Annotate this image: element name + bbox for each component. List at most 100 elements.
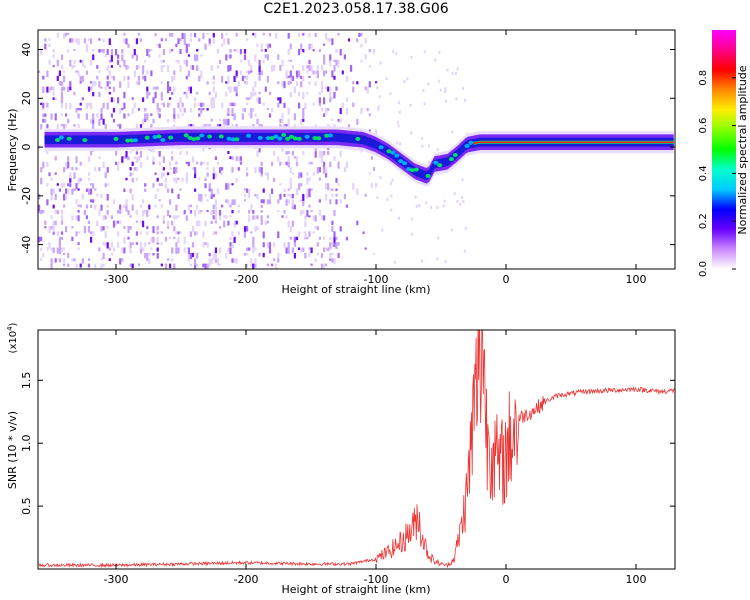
spectrogram-cell xyxy=(323,54,326,61)
spectrogram-cell xyxy=(169,263,172,269)
spectrogram-cell xyxy=(208,258,211,264)
spectrogram-cell xyxy=(119,210,122,214)
spectrogram-cell xyxy=(160,183,163,186)
spectrogram-cell xyxy=(214,247,217,254)
spectrogram-cell xyxy=(229,49,232,53)
spectrogram-cell xyxy=(308,215,311,218)
spectrogram-cell xyxy=(314,215,317,222)
spectrogram-cell xyxy=(142,247,145,252)
spectrogram-cell xyxy=(229,236,232,241)
spectrogram-cell xyxy=(310,43,313,49)
spectrogram-cell xyxy=(202,145,205,152)
spectrogram-cell xyxy=(389,182,392,186)
spectrogram-cell xyxy=(71,38,74,43)
spectrogram-cell xyxy=(287,118,290,126)
spectrogram-peak xyxy=(133,138,138,143)
spectrogram-cell xyxy=(183,91,186,95)
spectrogram-cell xyxy=(117,210,120,214)
spectrogram-cell xyxy=(58,81,61,86)
spectrogram-cell xyxy=(92,81,95,87)
spectrogram-cell xyxy=(40,167,43,173)
spectrogram-cell xyxy=(158,161,161,166)
spectrogram-cell xyxy=(316,226,319,231)
spectrogram-cell xyxy=(185,151,188,155)
spectrogram-cell xyxy=(196,91,199,95)
spectrogram-cell xyxy=(428,160,431,164)
spectrogram-cell xyxy=(129,226,132,230)
snr-frame xyxy=(37,329,676,570)
spectrogram-cell xyxy=(137,108,140,111)
spectrogram-cell xyxy=(239,59,242,63)
spectrogram-cell xyxy=(87,258,91,261)
spectrogram-cell xyxy=(94,204,97,210)
spectrogram-cell xyxy=(352,86,355,93)
spectrogram-cell xyxy=(231,258,234,263)
spectrogram-cell xyxy=(183,210,186,215)
spectrogram-cell xyxy=(160,91,163,98)
spectrogram-cell xyxy=(204,193,207,197)
spectrogram-cell xyxy=(144,252,147,259)
spectrogram-cell xyxy=(239,156,242,161)
spectrogram-cell xyxy=(320,65,324,71)
spectrogram-cell xyxy=(268,242,272,248)
spectrogram-cell xyxy=(200,210,203,213)
spectrogram-cell xyxy=(287,220,290,228)
spectrogram-cell xyxy=(212,97,215,104)
spectrogram-cell xyxy=(160,172,163,179)
spectrogram-cell xyxy=(318,210,321,216)
spectrogram-cell xyxy=(364,54,367,60)
spectrogram-cell xyxy=(214,215,217,221)
colorbar-gradient xyxy=(712,30,736,269)
spectrogram-cell xyxy=(167,81,170,88)
spectrogram-cell xyxy=(289,177,292,185)
spectrogram-cell xyxy=(254,258,257,264)
spectrogram-cell xyxy=(79,102,82,106)
spectrogram-cell xyxy=(133,156,136,160)
spectrogram-cell xyxy=(123,102,126,109)
spectrogram-cell xyxy=(262,242,265,248)
snr-y-label: SNR (10 * v/v) xyxy=(6,411,19,489)
spectrogram-peak xyxy=(207,134,213,139)
spectrogram-cell xyxy=(131,161,134,166)
spectrogram-cell xyxy=(131,242,134,246)
spectrogram-cell xyxy=(227,118,230,126)
spectrogram-cell xyxy=(117,59,120,65)
spectrogram-cell xyxy=(167,172,170,176)
spectrogram-cell xyxy=(210,188,213,196)
spectrogram-cell xyxy=(235,156,238,162)
spectrogram-cell xyxy=(266,108,269,110)
spectrogram-cell xyxy=(139,124,143,130)
spectrogram-cell xyxy=(293,236,296,243)
spectrogram-cell xyxy=(85,49,88,53)
spectrogram-cell xyxy=(146,252,149,260)
spectrogram-cell xyxy=(175,167,178,174)
spectrogram-cell xyxy=(229,204,232,208)
spectrogram-cell xyxy=(216,188,220,194)
spectrogram-cell xyxy=(256,118,259,125)
spectrogram-cell xyxy=(325,269,327,273)
spectrogram-cell xyxy=(254,113,257,117)
spectrogram-cell xyxy=(96,65,99,69)
spectrogram-cell xyxy=(277,199,280,204)
spectrogram-cell xyxy=(329,199,332,205)
spectrogram-cell xyxy=(233,236,236,243)
spectrogram-cell xyxy=(397,124,400,128)
spectrogram-cell xyxy=(133,70,136,78)
spectrogram-cell xyxy=(436,148,439,152)
spectrogram-cell xyxy=(117,220,120,224)
spectrogram-peak xyxy=(218,134,224,139)
spectrogram-cell xyxy=(258,252,261,257)
spectrogram-cell xyxy=(248,193,251,199)
spectrogram-cell xyxy=(312,70,315,75)
spectrogram-cell xyxy=(356,38,359,43)
spectrogram-cell xyxy=(54,258,57,263)
spectrogram-cell xyxy=(127,65,130,70)
spectrogram-cell xyxy=(202,161,205,165)
spectrogram-cell xyxy=(104,215,107,220)
spectrogram-cell xyxy=(185,91,188,99)
spectrogram-cell xyxy=(189,38,192,42)
spectrogram-cell xyxy=(241,75,244,82)
spectrogram-cell xyxy=(241,113,244,120)
spectrogram-cell xyxy=(54,220,57,226)
spectrogram-cell xyxy=(187,161,190,167)
